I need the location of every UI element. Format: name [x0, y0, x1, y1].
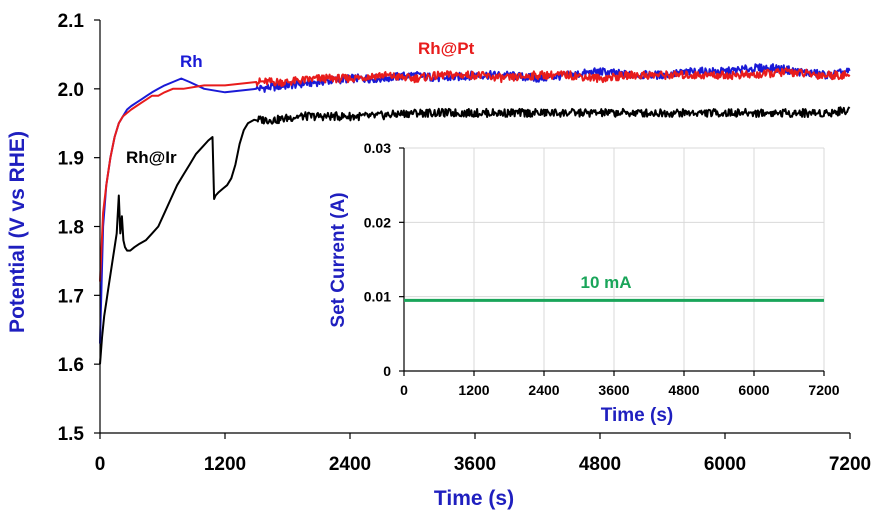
- inset-ticks: 0 1200 2400 3600 4800 6000 7200 0 0.01 0.02 0.03: [364, 140, 840, 398]
- inset-x-tick-label: 7200: [808, 382, 839, 398]
- main-x-tick-label: 3600: [454, 454, 496, 475]
- inset-chart: 0 1200 2400 3600 4800 6000 7200 0 0.01 0.02 0.03 1…: [328, 140, 840, 426]
- main-y-axis-label: Potential (V vs RHE): [6, 131, 29, 333]
- main-y-tick-label: 1.7: [58, 286, 84, 307]
- inset-annotation: 10 mA: [580, 273, 631, 292]
- inset-grid: [404, 147, 825, 371]
- main-y-tick-label: 2.1: [58, 11, 85, 32]
- inset-x-tick-label: 2400: [528, 382, 559, 398]
- inset-y-tick-label: 0.01: [364, 289, 391, 305]
- series-line-rh-pt: [99, 67, 851, 282]
- main-y-tick-label: 1.9: [58, 149, 84, 170]
- inset-x-tick-label: 4800: [668, 382, 699, 398]
- main-x-tick-label: 0: [95, 454, 106, 475]
- main-x-tick-label: 6000: [704, 454, 746, 475]
- inset-x-axis-label: Time (s): [601, 405, 674, 426]
- main-x-tick-label: 1200: [204, 454, 246, 475]
- main-x-axis-label: Time (s): [434, 487, 514, 510]
- inset-x-tick-label: 0: [400, 382, 408, 398]
- inset-y-axis-label: Set Current (A): [328, 192, 349, 327]
- series-label-rh-ir: Rh@Ir: [126, 148, 177, 167]
- inset-y-tick-label: 0: [383, 363, 391, 379]
- main-series: [99, 63, 851, 365]
- inset-x-tick-label: 3600: [598, 382, 629, 398]
- inset-y-tick-label: 0.03: [364, 140, 391, 156]
- main-y-tick-label: 2.0: [58, 80, 84, 101]
- main-y-tick-label: 1.5: [58, 424, 85, 445]
- main-x-tick-label: 7200: [829, 454, 871, 475]
- series-line-rh-ir: [99, 106, 851, 365]
- inset-x-tick-label: 1200: [458, 382, 489, 398]
- main-y-tick-label: 1.8: [58, 218, 84, 239]
- inset-y-tick-label: 0.02: [364, 214, 391, 230]
- series-label-rh-pt: Rh@Pt: [418, 39, 475, 58]
- main-ticks: 0 1200 2400 3600 4800 6000 7200 1.5 1.6 1.7 1.8 1.9…: [58, 11, 872, 475]
- series-label-rh: Rh: [180, 52, 203, 71]
- main-x-tick-label: 4800: [579, 454, 621, 475]
- main-y-tick-label: 1.6: [58, 355, 84, 376]
- inset-x-tick-label: 6000: [738, 382, 769, 398]
- main-x-tick-label: 2400: [329, 454, 371, 475]
